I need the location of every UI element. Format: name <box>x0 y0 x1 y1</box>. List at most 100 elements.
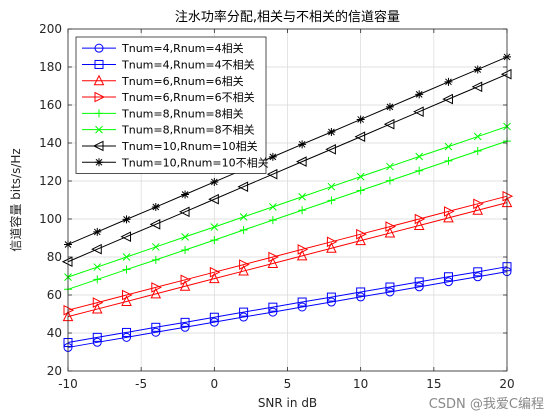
x-tick-label: -5 <box>135 377 147 391</box>
y-tick-label: 200 <box>39 22 62 36</box>
legend-entry: Tnum=4,Rnum=4相关 <box>82 41 244 55</box>
legend-box <box>75 36 267 174</box>
square-marker <box>297 297 307 307</box>
triangle-right-marker <box>239 259 250 270</box>
square-marker <box>473 267 483 277</box>
triangle-up-marker <box>413 219 425 230</box>
y-tick-label: 160 <box>39 98 62 112</box>
legend-entry: Tnum=10,Rnum=10不相关 <box>82 155 269 169</box>
triangle-left-marker <box>471 81 483 93</box>
y-tick-label: 80 <box>47 250 62 264</box>
asterisk-marker <box>210 177 219 186</box>
triangle-left-marker <box>120 231 132 242</box>
x-tick-label: 15 <box>426 377 441 391</box>
circle-marker <box>92 337 102 347</box>
series-2 <box>63 262 512 347</box>
plus-marker <box>268 216 277 225</box>
x-marker <box>327 182 336 191</box>
triangle-up-marker <box>296 249 308 261</box>
legend-label: Tnum=6,Rnum=6不相关 <box>121 90 255 104</box>
x-marker <box>122 253 131 261</box>
triangle-right-marker <box>268 251 279 263</box>
legend-entry: Tnum=8,Rnum=8相关 <box>82 106 244 120</box>
triangle-right-marker <box>180 274 192 286</box>
legend-entry: Tnum=4,Rnum=4不相关 <box>82 57 255 71</box>
asterisk-marker <box>327 127 336 136</box>
asterisk-marker <box>473 65 482 74</box>
series-line <box>67 202 508 318</box>
legend-entry: Tnum=6,Rnum=6不相关 <box>82 90 255 104</box>
asterisk-marker <box>93 227 102 236</box>
square-marker <box>209 312 219 322</box>
circle-marker <box>414 282 424 292</box>
chart-title: 注水功率分配,相关与不相关的信道容量 <box>175 9 400 25</box>
triangle-right-marker <box>92 297 104 308</box>
legend-label: Tnum=4,Rnum=4不相关 <box>121 57 255 71</box>
legend-entry: Tnum=8,Rnum=8不相关 <box>82 123 255 137</box>
square-marker <box>180 317 190 327</box>
plus-marker <box>444 156 453 165</box>
asterisk-marker <box>268 152 277 161</box>
triangle-up-marker <box>121 295 132 306</box>
y-tick-label: 100 <box>39 212 62 226</box>
y-tick-label: 120 <box>39 174 62 188</box>
x-marker <box>181 233 189 241</box>
square-marker <box>122 327 132 337</box>
triangle-left-marker <box>266 168 278 180</box>
asterisk-marker <box>356 115 365 124</box>
plus-marker <box>122 265 131 274</box>
square-marker <box>268 302 278 312</box>
triangle-left-marker <box>237 181 249 193</box>
y-axis-label: 信道容量 bits/s/Hz <box>8 148 23 251</box>
circle-marker <box>385 287 395 297</box>
circle-marker <box>122 332 132 342</box>
circle-marker <box>209 317 219 327</box>
asterisk-marker <box>385 102 394 111</box>
plus-marker <box>93 275 102 284</box>
asterisk-marker <box>415 90 424 99</box>
square-marker <box>414 277 424 287</box>
square-marker <box>443 272 453 282</box>
triangle-left-marker <box>296 156 307 167</box>
triangle-right-marker <box>385 221 397 232</box>
square-marker <box>385 282 395 292</box>
ticks: -10 -5 0 5 10 15 20 20 40 60 80 100 120 140 160 180 200 <box>39 22 515 391</box>
circle-marker <box>94 43 104 53</box>
plus-marker <box>298 206 307 215</box>
legend: Tnum=4,Rnum=4相关 Tnum=4,Rnum=4不相关 Tnum=6,Rn… <box>75 36 269 174</box>
circle-marker <box>443 277 453 287</box>
triangle-right-marker <box>473 198 484 210</box>
square-marker <box>239 307 249 317</box>
x-marker <box>210 223 219 231</box>
plus-marker <box>356 186 365 195</box>
triangle-up-marker <box>179 280 191 291</box>
asterisk-marker <box>181 190 190 199</box>
triangle-right-marker <box>297 244 309 255</box>
x-marker <box>356 172 365 181</box>
triangle-up-marker <box>93 74 105 86</box>
triangle-up-marker <box>150 287 162 299</box>
asterisk-marker <box>151 203 160 212</box>
plus-marker <box>327 196 336 205</box>
series-line <box>67 56 508 245</box>
x-marker <box>269 202 277 211</box>
triangle-up-marker <box>238 264 249 276</box>
x-marker <box>298 192 306 201</box>
series-line <box>67 195 508 311</box>
plus-marker <box>210 236 219 245</box>
asterisk-marker <box>95 158 103 167</box>
plus-marker <box>95 109 103 118</box>
triangle-right-marker <box>94 91 106 103</box>
x-marker <box>151 243 160 251</box>
triangle-up-marker <box>384 226 396 238</box>
square-marker <box>326 292 336 302</box>
y-tick-label: 60 <box>47 288 62 302</box>
x-tick-label: 20 <box>499 377 514 391</box>
triangle-left-marker <box>383 118 395 130</box>
circle-marker <box>151 327 161 337</box>
triangle-left-marker <box>354 131 366 143</box>
triangle-up-marker <box>91 302 103 314</box>
legend-label: Tnum=10,Rnum=10不相关 <box>121 155 269 169</box>
triangle-left-marker <box>178 206 190 218</box>
